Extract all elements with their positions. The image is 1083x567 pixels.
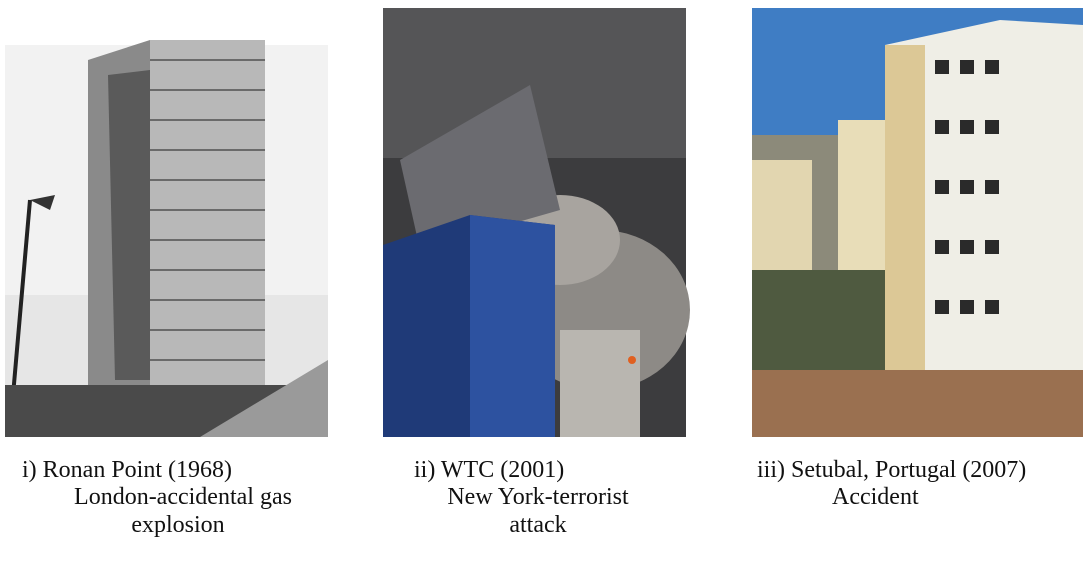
caption-line: attack	[383, 511, 693, 539]
caption-line: London-accidental gas	[0, 483, 356, 511]
photo-setubal	[752, 8, 1083, 437]
caption-line: explosion	[0, 511, 356, 539]
photo-wtc	[383, 8, 690, 437]
caption-line: Accident	[832, 483, 919, 511]
caption-title: ii) WTC (2001)	[414, 456, 564, 484]
photo-ronan-point	[5, 40, 328, 437]
caption-title: iii) Setubal, Portugal (2007)	[757, 456, 1026, 484]
caption-title: i) Ronan Point (1968)	[22, 456, 232, 484]
caption-line: New York-terrorist	[383, 483, 693, 511]
page: i) Ronan Point (1968) London-accidental …	[0, 0, 1083, 567]
